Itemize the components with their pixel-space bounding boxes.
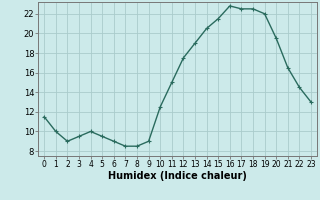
- X-axis label: Humidex (Indice chaleur): Humidex (Indice chaleur): [108, 171, 247, 181]
